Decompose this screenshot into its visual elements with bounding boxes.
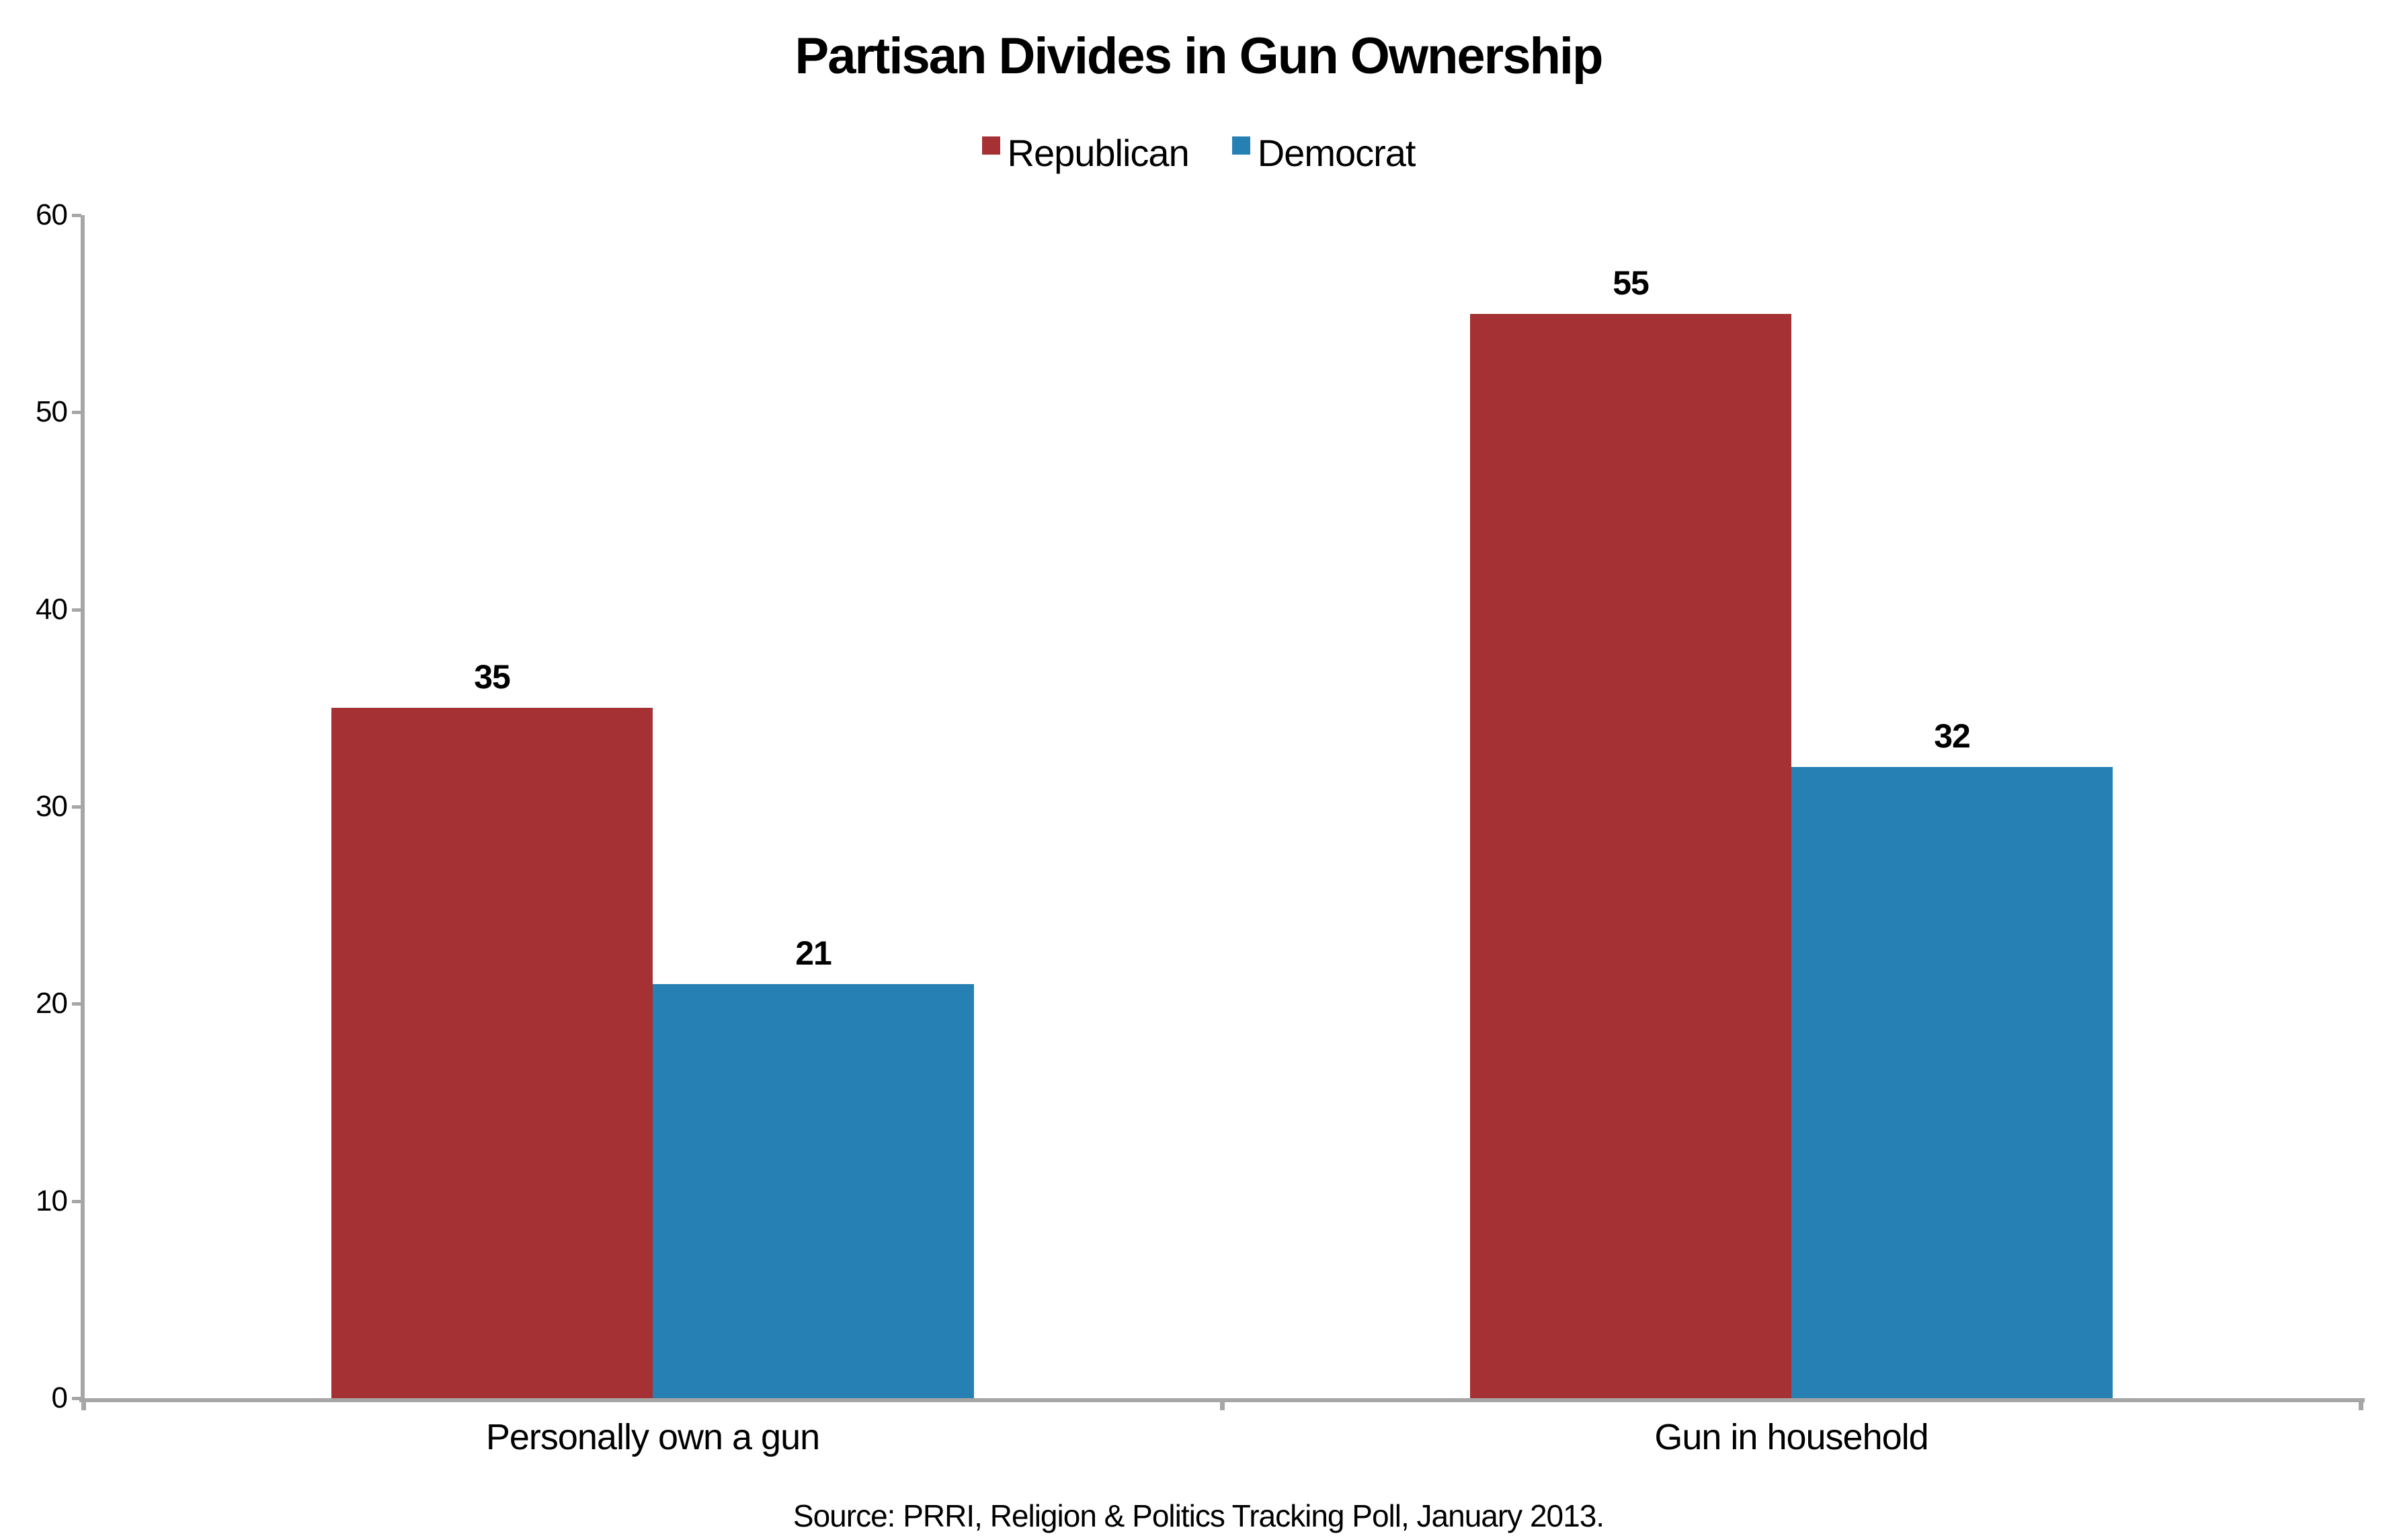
y-axis-tick (72, 411, 81, 415)
bar-value-label-democrat-gun-in-household: 32 (1934, 717, 1971, 756)
y-axis-tick-label: 20 (36, 987, 68, 1020)
x-axis-line (79, 1398, 2365, 1402)
y-axis-tick-label: 50 (36, 395, 68, 429)
x-axis-tick (1220, 1401, 1225, 1410)
y-axis-tick-label: 60 (36, 198, 68, 231)
bar-democrat-personally-own-a-gun (653, 984, 974, 1398)
y-axis-tick (72, 805, 81, 809)
legend-swatch-republican (981, 136, 1000, 155)
y-axis-tick (72, 1397, 81, 1400)
x-axis-category-label-gun-in-household: Gun in household (1654, 1417, 1928, 1457)
y-axis-tick (72, 1199, 81, 1203)
x-axis-tick (2359, 1401, 2363, 1410)
y-axis-tick (72, 608, 81, 612)
bar-republican-personally-own-a-gun (331, 708, 653, 1398)
legend: Republican Democrat (0, 132, 2397, 175)
y-axis-tick-label: 30 (36, 790, 68, 823)
x-axis-category-label-personally-own-a-gun: Personally own a gun (485, 1417, 820, 1457)
bar-republican-gun-in-household (1470, 313, 1791, 1398)
y-axis-tick-label: 10 (36, 1184, 68, 1217)
chart-title: Partisan Divides in Gun Ownership (795, 28, 1604, 85)
legend-item-republican: Republican (981, 132, 1190, 175)
legend-item-democrat: Democrat (1231, 132, 1416, 175)
legend-label-republican: Republican (1007, 132, 1190, 174)
legend-label-democrat: Democrat (1257, 132, 1416, 174)
y-axis-line (81, 215, 85, 1402)
bar-value-label-democrat-personally-own-a-gun: 21 (795, 934, 832, 972)
legend-swatch-democrat (1231, 136, 1250, 155)
bar-democrat-gun-in-household (1791, 767, 2113, 1398)
source-note: Source: PRRI, Religion & Politics Tracki… (793, 1498, 1604, 1533)
y-axis-tick (72, 214, 81, 217)
y-axis-tick-label: 0 (51, 1381, 68, 1414)
x-axis-tick (81, 1401, 86, 1410)
bar-value-label-republican-gun-in-household: 55 (1613, 264, 1650, 302)
bar-value-label-republican-personally-own-a-gun: 35 (474, 658, 511, 696)
y-axis-tick-label: 40 (36, 592, 68, 626)
y-axis-tick (72, 1002, 81, 1006)
